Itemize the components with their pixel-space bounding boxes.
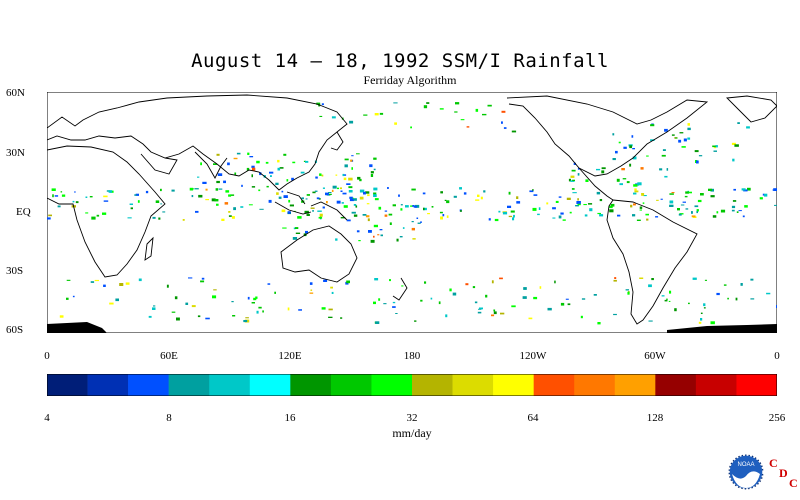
colorbar-cell bbox=[574, 374, 616, 396]
antarctica-left bbox=[47, 322, 107, 333]
lon-label-0: 0 bbox=[44, 350, 50, 362]
rainfall-layer bbox=[47, 102, 777, 325]
colorbar-tick-16: 16 bbox=[284, 412, 296, 424]
chart-title: August 14 – 18, 1992 SSM/I Rainfall bbox=[191, 50, 609, 72]
colorbar bbox=[47, 374, 777, 396]
noaa-logo-text: NOAA bbox=[737, 462, 754, 468]
lon-label-120e: 120E bbox=[278, 350, 302, 362]
colorbar-units: mm/day bbox=[392, 426, 432, 440]
colorbar-tick-64: 64 bbox=[527, 412, 539, 424]
colorbar-tick-32: 32 bbox=[406, 412, 418, 424]
lon-label-120w: 120W bbox=[519, 350, 547, 362]
colorbar-cell bbox=[452, 374, 494, 396]
colorbar-tick-128: 128 bbox=[646, 412, 664, 424]
colorbar-cell bbox=[655, 374, 697, 396]
lon-label-60w: 60W bbox=[644, 350, 666, 362]
colorbar-cell bbox=[736, 374, 777, 396]
colorbar-cell bbox=[47, 374, 88, 396]
colorbar-cell bbox=[168, 374, 210, 396]
noaa-logo: NOAA bbox=[728, 454, 764, 490]
colorbar-cell bbox=[493, 374, 534, 396]
colorbar-cell bbox=[614, 374, 656, 396]
lon-label-60e: 60E bbox=[160, 350, 178, 362]
colorbar-cell bbox=[412, 374, 453, 396]
chart-subtitle: Ferriday Algorithm bbox=[363, 73, 457, 87]
colorbar-tick-8: 8 bbox=[166, 412, 172, 424]
rainfall-map bbox=[47, 92, 777, 333]
colorbar-tick-4: 4 bbox=[44, 412, 50, 424]
cdc-letter-1: C bbox=[769, 456, 778, 470]
colorbar-cell bbox=[249, 374, 291, 396]
colorbar-tick-256: 256 bbox=[768, 412, 786, 424]
colorbar-cell bbox=[371, 374, 413, 396]
antarctica-right bbox=[667, 324, 777, 333]
coastlines bbox=[47, 94, 777, 325]
lat-label-30n: 30N bbox=[6, 147, 25, 159]
lat-label-30s: 30S bbox=[6, 265, 24, 277]
lon-label-180: 180 bbox=[403, 350, 421, 362]
cdc-letter-3: C bbox=[789, 476, 798, 490]
colorbar-cell bbox=[290, 374, 332, 396]
map-frame bbox=[47, 92, 777, 333]
lon-label-0-right: 0 bbox=[774, 350, 780, 362]
lat-label-eq: EQ bbox=[16, 206, 31, 218]
colorbar-cell bbox=[128, 374, 169, 396]
colorbar-cell bbox=[87, 374, 129, 396]
colorbar-cell bbox=[330, 374, 372, 396]
colorbar-cell bbox=[695, 374, 737, 396]
lat-label-60n: 60N bbox=[6, 87, 25, 99]
colorbar-cell bbox=[209, 374, 251, 396]
lat-label-60s: 60S bbox=[6, 324, 24, 336]
colorbar-cell bbox=[533, 374, 575, 396]
cdc-letter-2: D bbox=[779, 466, 788, 480]
